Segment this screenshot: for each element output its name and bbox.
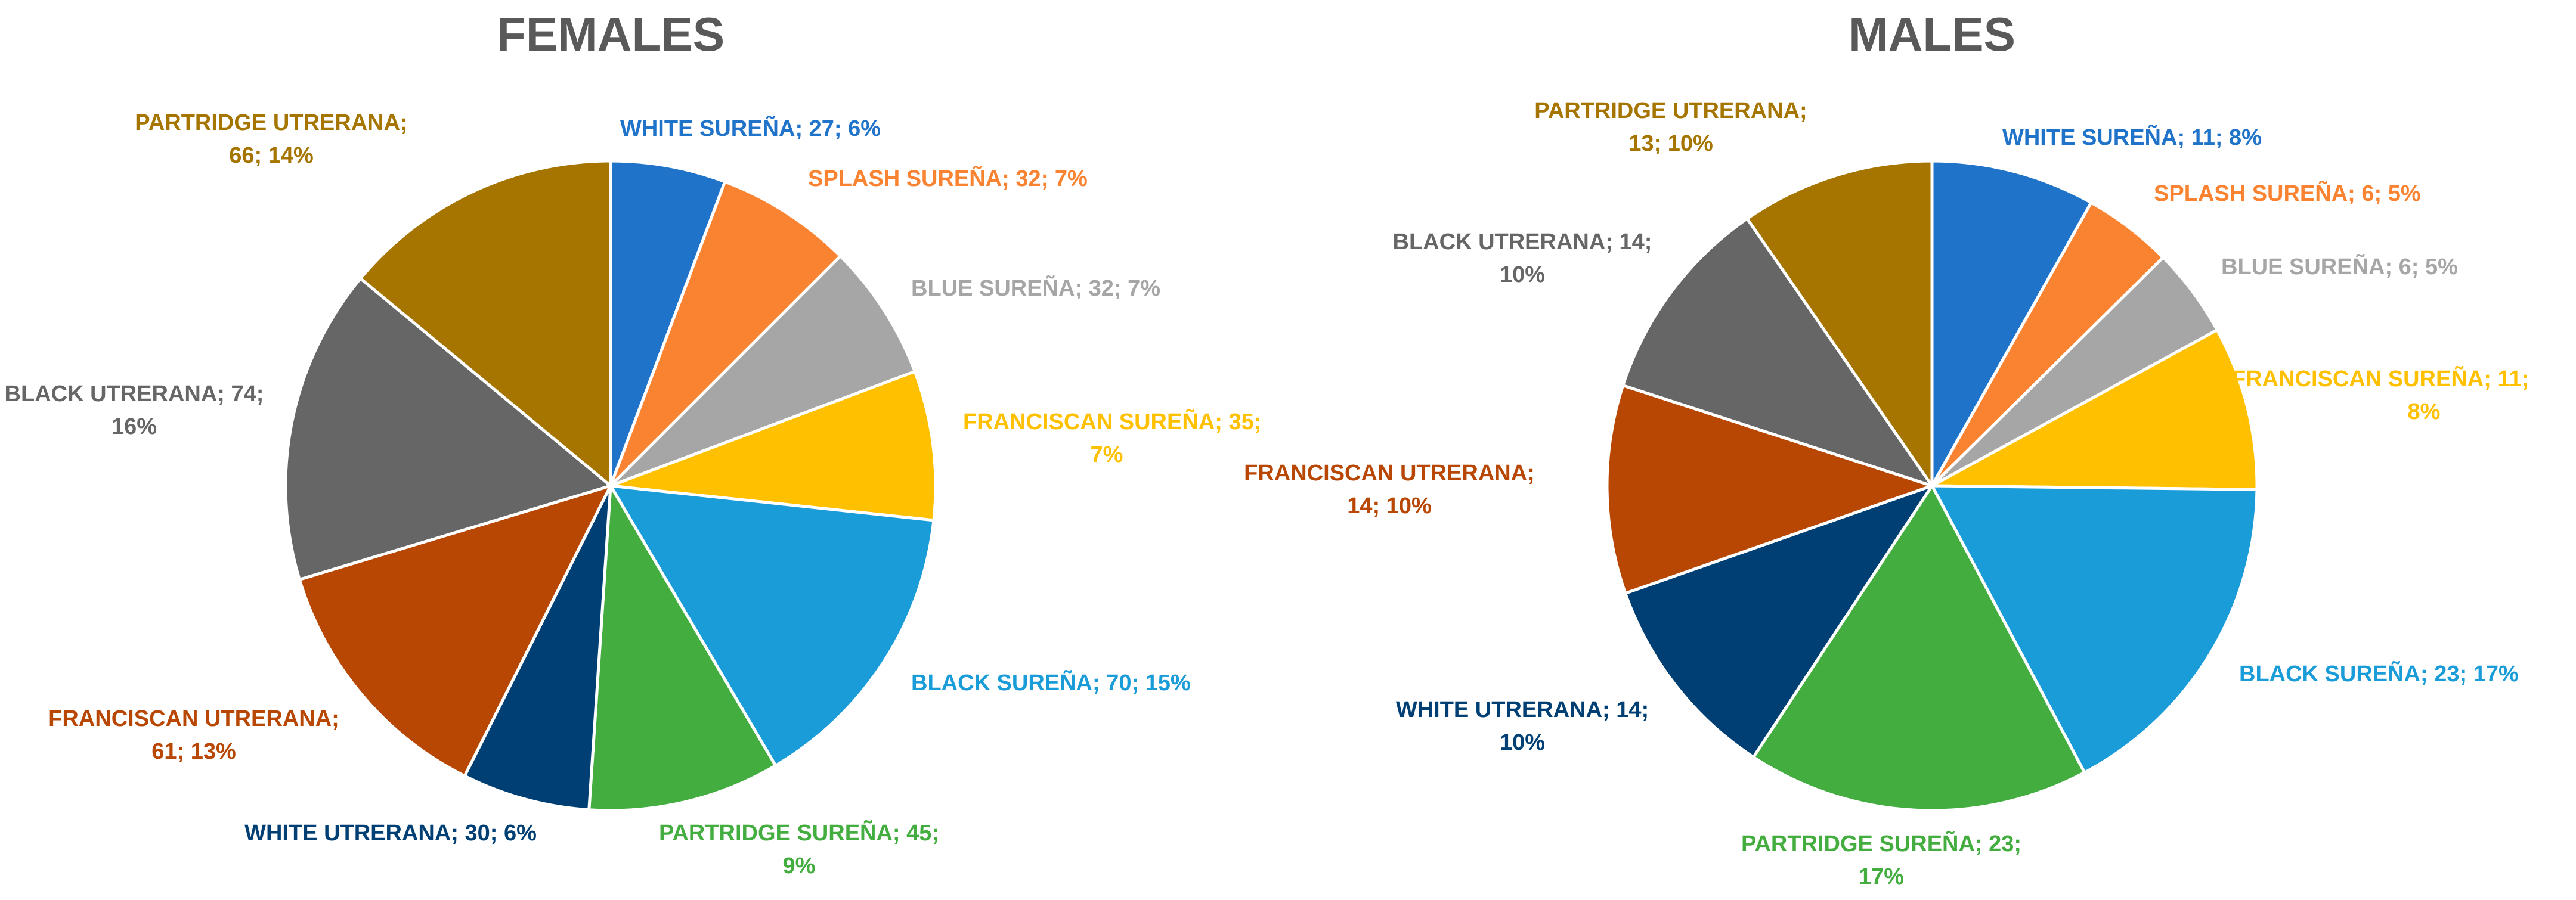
females-label-white-surena: WHITE SUREÑA; 27; 6% [620, 115, 881, 141]
males-label-franciscan-surena: FRANCISCAN SUREÑA; 11; 8% [2232, 365, 2529, 424]
females-slice-black-surena [609, 484, 936, 768]
males-slice-partridge-surena [1752, 484, 2086, 812]
males-label-splash-surena: SPLASH SUREÑA; 6; 5% [2154, 180, 2421, 206]
females-label-franciscan-surena: FRANCISCAN SUREÑA; 35; 7% [963, 408, 1261, 467]
females-label-black-surena: BLACK SUREÑA; 70; 15% [911, 669, 1191, 696]
females-pie-chart: FEMALES WHITE SUREÑA; 27; 6% SPLASH SUREÑ… [5, 8, 1262, 879]
females-label-white-utrerana: WHITE UTRERANA; 30; 6% [244, 821, 537, 846]
females-chart-title: FEMALES [497, 8, 724, 61]
males-label-franciscan-utrerana: FRANCISCAN UTRERANA; 14; 10% [1244, 461, 1535, 519]
males-label-blue-surena: BLUE SUREÑA; 6; 5% [2221, 253, 2458, 280]
females-data-labels: WHITE SUREÑA; 27; 6% SPLASH SUREÑA; 32; 7… [5, 110, 1262, 879]
females-slice-partridge-surena [587, 484, 778, 812]
males-slice-white-utrerana [1624, 484, 1934, 759]
females-slice-black-utrerana [284, 277, 612, 581]
males-label-white-surena: WHITE SUREÑA; 11; 8% [2002, 124, 2262, 150]
males-chart-title: MALES [1849, 8, 2015, 61]
females-slice-splash-surena [609, 180, 842, 488]
females-pie-slices [284, 159, 937, 812]
males-slice-partridge-utrerana [1745, 159, 1934, 488]
males-slice-franciscan-surena [1930, 328, 2259, 491]
males-label-black-surena: BLACK SUREÑA; 23; 17% [2239, 660, 2519, 687]
males-pie-slices [1605, 159, 2259, 812]
males-label-black-utrerana: BLACK UTRERANA; 14; 10% [1393, 229, 1652, 287]
females-slice-white-surena [609, 159, 727, 488]
males-slice-white-surena [1930, 159, 2093, 488]
females-slice-franciscan-utrerana [298, 484, 612, 778]
females-slice-partridge-utrerana [358, 159, 612, 488]
males-slice-black-surena [1930, 484, 2259, 774]
males-label-partridge-surena: PARTRIDGE SUREÑA; 23; 17% [1741, 830, 2021, 889]
females-label-partridge-utrerana: PARTRIDGE UTRERANA; 66; 14% [135, 110, 407, 168]
males-label-partridge-utrerana: PARTRIDGE UTRERANA; 13; 10% [1534, 98, 1807, 156]
females-slice-white-utrerana [463, 484, 612, 812]
males-data-labels: WHITE SUREÑA; 11; 8% SPLASH SUREÑA; 6; 5%… [1244, 98, 2529, 889]
males-slice-franciscan-utrerana [1605, 384, 1934, 595]
females-label-blue-surena: BLUE SUREÑA; 32; 7% [911, 275, 1160, 301]
females-label-black-utrerana: BLACK UTRERANA; 74; 16% [5, 381, 264, 439]
males-slice-black-utrerana [1621, 217, 1934, 488]
females-label-partridge-surena: PARTRIDGE SUREÑA; 45; 9% [659, 820, 939, 879]
females-label-franciscan-utrerana: FRANCISCAN UTRERANA; 61; 13% [48, 706, 339, 764]
females-slice-blue-surena [609, 255, 917, 488]
males-pie-chart: MALES WHITE SUREÑA; 11; 8% SPLASH SUREÑA;… [1244, 8, 2529, 889]
males-label-white-utrerana: WHITE UTRERANA; 14; 10% [1396, 697, 1649, 755]
females-slice-franciscan-surena [609, 370, 937, 522]
females-label-splash-surena: SPLASH SUREÑA; 32; 7% [808, 165, 1088, 191]
